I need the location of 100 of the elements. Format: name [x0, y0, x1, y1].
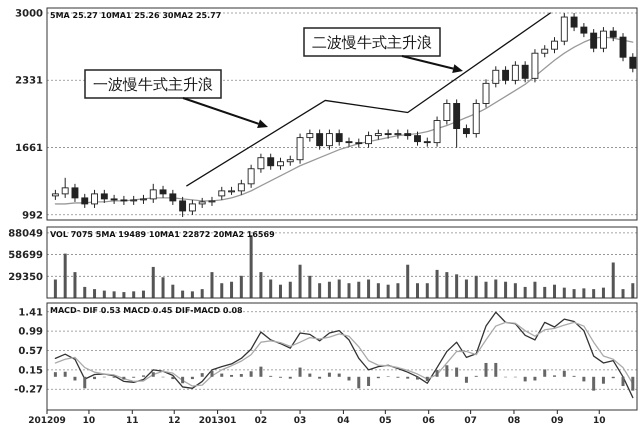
bar	[602, 288, 605, 298]
x-tick-label: 08	[508, 416, 520, 425]
bar	[132, 291, 136, 298]
bar	[592, 289, 596, 298]
x-tick-label: 10	[592, 416, 606, 425]
bar	[572, 289, 576, 298]
y-tick-label: 0.57	[18, 346, 44, 358]
candlestick	[620, 32, 626, 62]
x-tick-label: 05	[379, 416, 392, 425]
candlestick	[482, 78, 490, 108]
bar	[612, 262, 615, 298]
y-tick-label: 0.15	[18, 365, 44, 376]
bar	[484, 282, 488, 298]
bar	[220, 283, 224, 298]
bar	[543, 286, 546, 298]
bar	[622, 289, 625, 298]
annotation: 二波慢牛式主升浪	[312, 34, 432, 52]
candlestick	[443, 98, 450, 126]
y-tick-label: 0.99	[18, 326, 44, 338]
x-tick-label: 03	[294, 416, 306, 425]
bar	[298, 368, 302, 377]
bar	[64, 372, 67, 377]
bar	[436, 370, 439, 377]
candlestick	[434, 116, 441, 148]
x-tick-label: 12	[168, 416, 180, 425]
bar	[190, 291, 194, 298]
bar	[112, 291, 116, 298]
bar	[533, 376, 536, 380]
bar	[386, 284, 390, 298]
candlestick	[248, 164, 255, 188]
candlestick	[120, 195, 128, 206]
y-tick-label: 1.41	[18, 307, 44, 318]
candlestick	[218, 186, 226, 200]
annotation: 5MA 25.27 10MA1 25.26 30MA2 25.77	[50, 11, 222, 20]
bar	[426, 376, 429, 381]
y-tick-label: 2331	[15, 76, 44, 87]
candlestick	[365, 131, 372, 148]
bar	[406, 264, 410, 298]
bar	[288, 282, 292, 298]
candlestick	[198, 197, 206, 208]
candlestick	[100, 189, 108, 204]
bar	[562, 288, 566, 298]
bar	[631, 376, 634, 391]
candlestick	[424, 137, 431, 148]
candlestick	[462, 124, 470, 138]
candlestick	[91, 189, 98, 208]
x-tick-label: 02	[254, 416, 268, 425]
x-tick-label: 07	[464, 416, 477, 425]
candlestick	[150, 183, 157, 204]
candlestick	[110, 194, 118, 204]
candlestick	[355, 138, 362, 148]
bar	[357, 282, 360, 298]
x-tick-label: 09	[551, 416, 564, 425]
bar	[553, 284, 556, 298]
candlestick	[160, 185, 166, 198]
bar	[54, 372, 57, 377]
candlestick	[629, 52, 636, 73]
bar	[376, 283, 380, 298]
bar	[181, 290, 184, 298]
y-tick-label: 88049	[8, 228, 44, 240]
bar	[240, 276, 243, 298]
bar	[152, 266, 155, 298]
candlestick	[404, 129, 412, 140]
candlestick	[512, 60, 519, 85]
bar	[278, 284, 282, 298]
bar	[524, 376, 527, 382]
bar	[494, 280, 498, 298]
bar	[230, 282, 234, 298]
candlestick	[336, 129, 343, 146]
candlestick	[296, 133, 304, 164]
bar	[426, 283, 429, 298]
candlestick	[306, 129, 314, 142]
bar	[464, 280, 468, 298]
bar	[259, 366, 262, 377]
bar	[562, 370, 566, 377]
candlestick	[52, 189, 59, 200]
candlestick	[502, 66, 510, 85]
candlestick	[267, 153, 274, 170]
candlestick	[81, 193, 88, 208]
bar	[269, 280, 272, 298]
candlestick	[277, 157, 284, 170]
bar	[220, 374, 224, 377]
candlestick	[580, 22, 588, 38]
candlestick	[374, 129, 382, 140]
x-tick-label: 06	[422, 416, 435, 425]
bar	[592, 376, 596, 391]
x-tick-label: 11	[126, 416, 139, 425]
bar	[367, 376, 370, 386]
bar	[582, 376, 586, 382]
y-tick-label: 1661	[15, 143, 44, 154]
bar	[298, 264, 302, 298]
bar	[102, 290, 106, 298]
bar	[318, 283, 322, 298]
x-tick-label: 201301	[198, 416, 236, 425]
bar	[622, 376, 625, 386]
bar	[602, 376, 605, 384]
candlestick	[570, 12, 578, 32]
candlestick	[72, 183, 78, 202]
x-tick-label: 201209	[28, 416, 66, 425]
annotation: 一波慢牛式主升浪	[93, 76, 213, 94]
